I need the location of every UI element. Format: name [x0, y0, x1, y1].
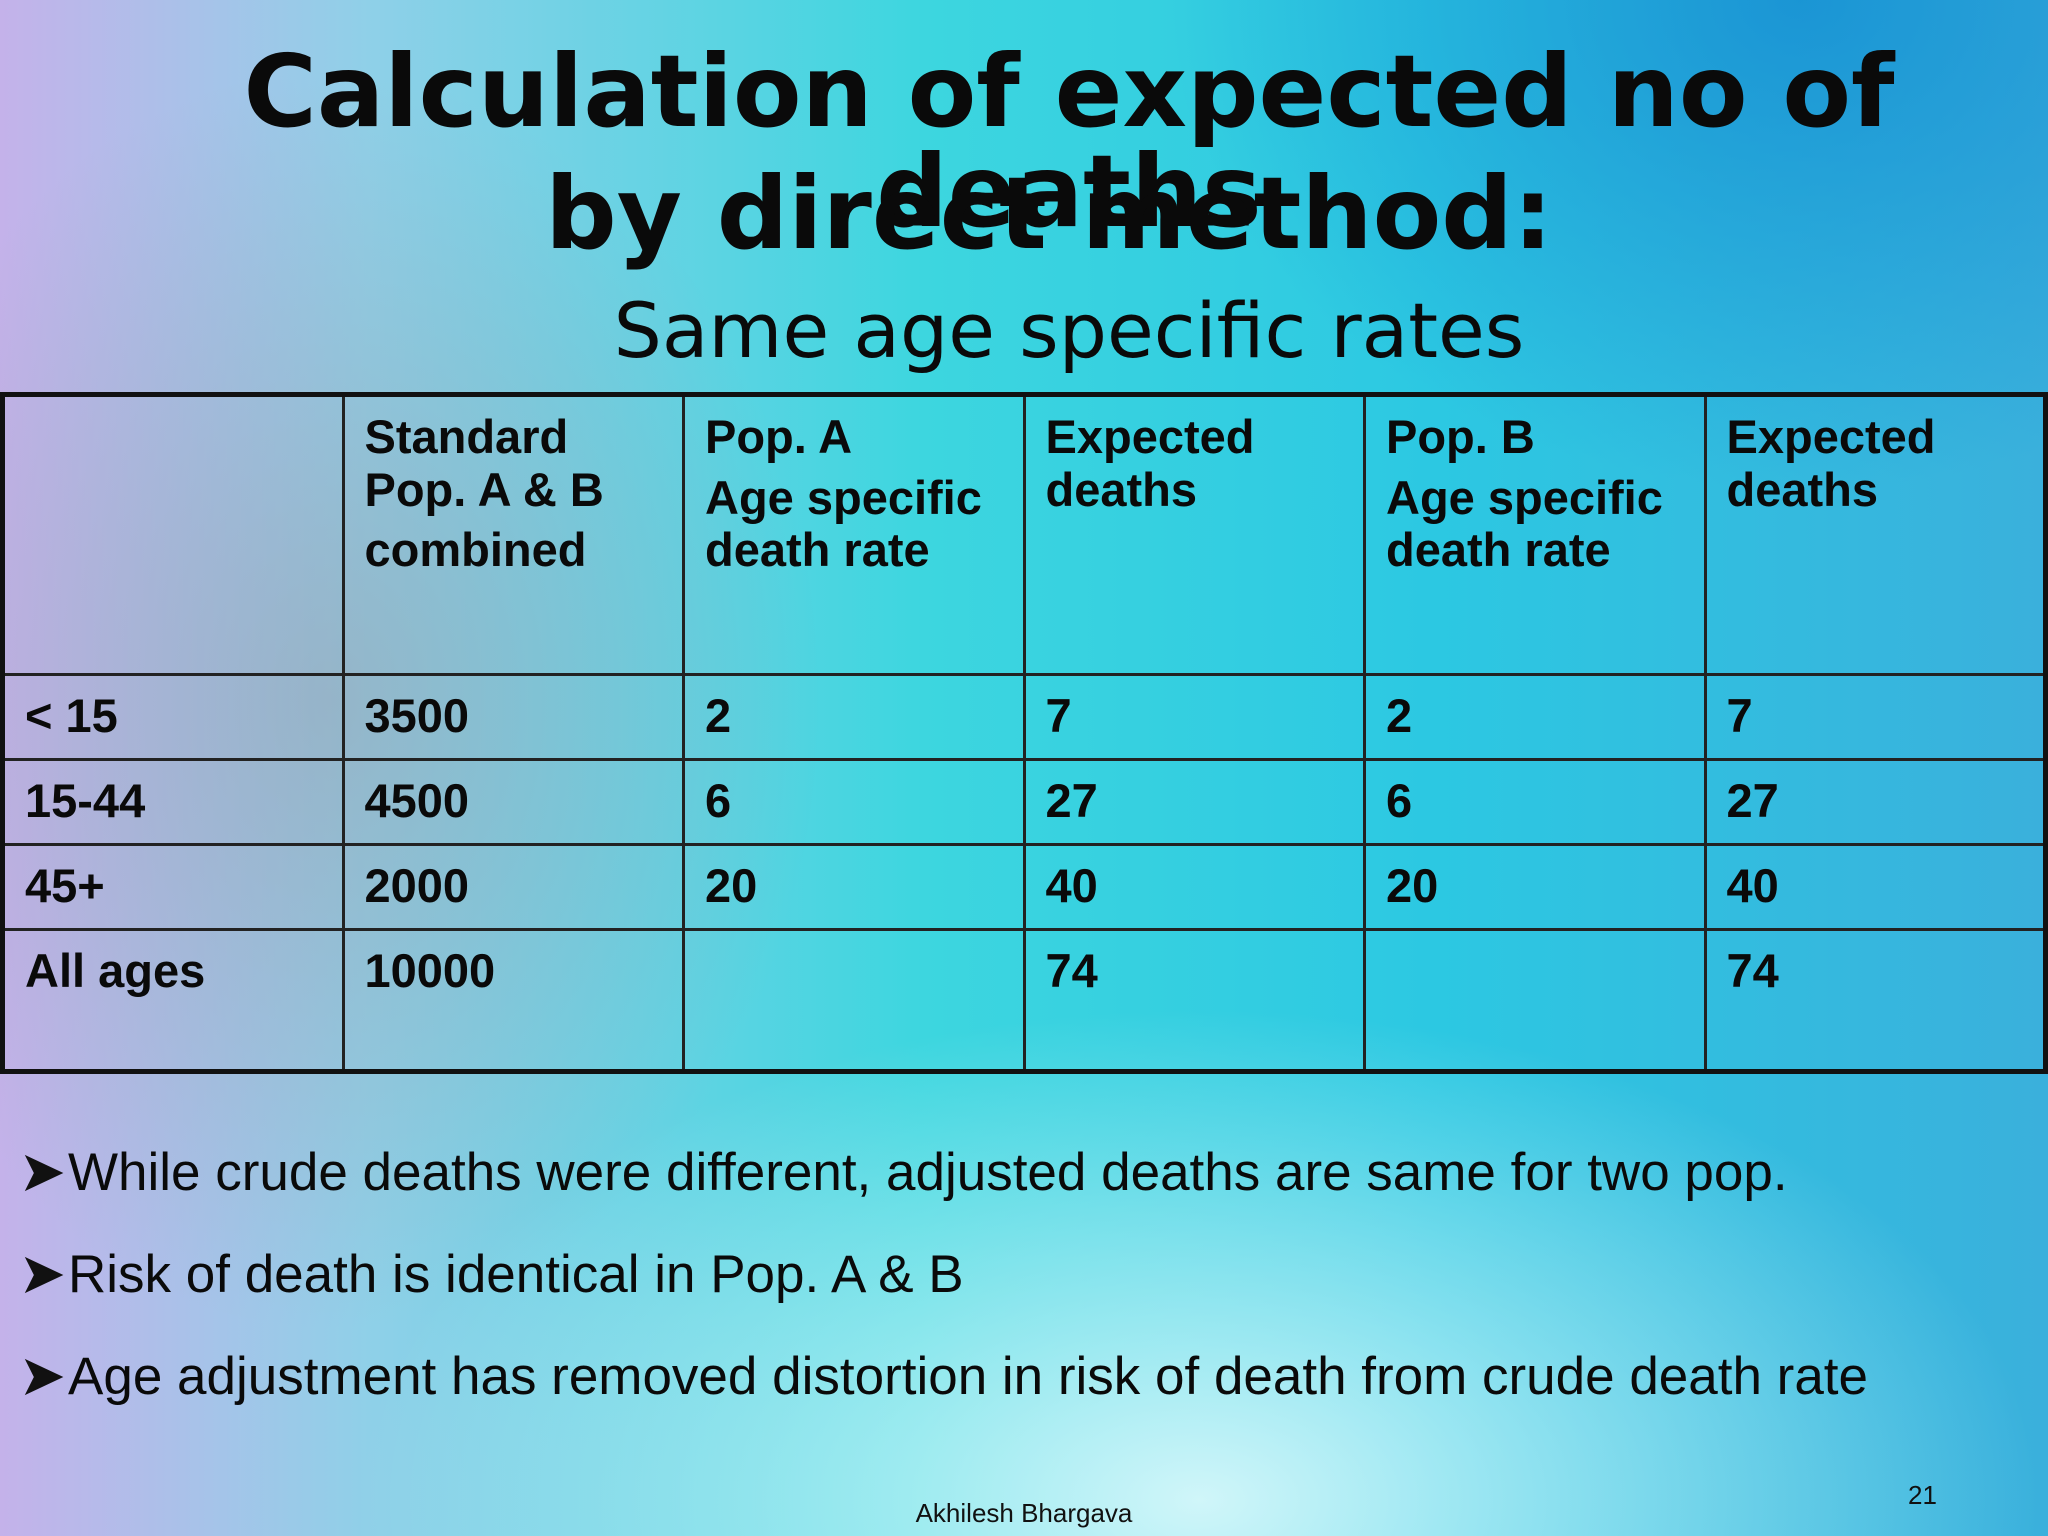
table-cell: 20 [682, 843, 1026, 931]
header-cell: Pop. A Age specific death rate [682, 393, 1026, 676]
table-cell: 15-44 [1, 758, 345, 846]
arrow-shape [24, 1358, 64, 1395]
bullet-text: While crude deaths were different, adjus… [68, 1143, 1788, 1202]
table-cell: 6 [1363, 758, 1707, 846]
header-row: Standard Pop. A & B combined Pop. A Age spe… [1, 393, 2047, 676]
table-cell: 20 [1363, 843, 1707, 931]
bullet-arrow [24, 1358, 64, 1395]
table-cell: 2 [1363, 673, 1707, 761]
author: Akhilesh Bhargava [915, 1498, 1133, 1528]
table-cell [1363, 928, 1707, 1073]
table-cell [682, 928, 1026, 1073]
bullet: While crude deaths were different, adjus… [24, 1142, 1788, 1203]
header-text: Standard Pop. A & B [364, 410, 604, 516]
bullet-arrow [24, 1154, 64, 1191]
bullet-arrow [24, 1256, 64, 1293]
bullet: Risk of death is identical in Pop. A & B [24, 1244, 964, 1305]
table-cell: 27 [1022, 758, 1366, 846]
table-cell: 6 [682, 758, 1026, 846]
header-cell: Standard Pop. A & B combined [341, 393, 685, 676]
bullet: Age adjustment has removed distortion in… [24, 1346, 1868, 1407]
header-text: Age specific death rate [705, 470, 982, 577]
table-cell: 3500 [341, 673, 685, 761]
header-text: Pop. A [705, 410, 853, 463]
table-row: All ages 10000 74 74 [1, 928, 2047, 1073]
table-cell: All ages [1, 928, 345, 1073]
table-row: < 15 3500 2 7 2 7 [1, 673, 2047, 761]
bullet-text: Age adjustment has removed distortion in… [68, 1347, 1869, 1406]
title-line: by direct method: [545, 155, 1553, 272]
bullet-text: Risk of death is identical in Pop. A & B [68, 1245, 964, 1304]
table-cell: 27 [1703, 758, 2047, 846]
table-row: 15-44 4500 6 27 6 27 [1, 758, 2047, 846]
table-cell: 10000 [341, 928, 685, 1073]
arrow-shape [24, 1256, 64, 1293]
header-text: Expected deaths [1726, 410, 1936, 516]
table-cell: 7 [1022, 673, 1366, 761]
header-cell: Pop. B Age specific death rate [1363, 393, 1707, 676]
title-line: Calculation of expected no of deaths [243, 33, 1895, 250]
table-cell: 40 [1022, 843, 1366, 931]
table-cell: 7 [1703, 673, 2047, 761]
table-cell: 2000 [341, 843, 685, 931]
header-text: Pop. B [1386, 410, 1535, 463]
header-text: Age specific death rate [1386, 470, 1663, 577]
header-cell: Expected deaths [1022, 393, 1366, 676]
table-cell: 74 [1022, 928, 1366, 1073]
header-text: combined [364, 523, 587, 577]
header-cell: Expected deaths [1703, 393, 2047, 676]
table-row: 45+ 2000 20 40 20 40 [1, 843, 2047, 931]
table-cell: 74 [1703, 928, 2047, 1073]
rates-table: Standard Pop. A & B combined Pop. A Age spe… [0, 392, 2048, 1074]
table-cell: 45+ [1, 843, 345, 931]
subtitle: Same age specific rates [613, 286, 1525, 375]
page-number: 21 [1908, 1480, 1937, 1510]
header-text: Expected deaths [1045, 410, 1255, 516]
arrow-shape [24, 1154, 64, 1191]
table-cell: 2 [682, 673, 1026, 761]
header-cell [1, 393, 345, 676]
table-cell: < 15 [1, 673, 345, 761]
table-cell: 4500 [341, 758, 685, 846]
table-cell: 40 [1703, 843, 2047, 931]
